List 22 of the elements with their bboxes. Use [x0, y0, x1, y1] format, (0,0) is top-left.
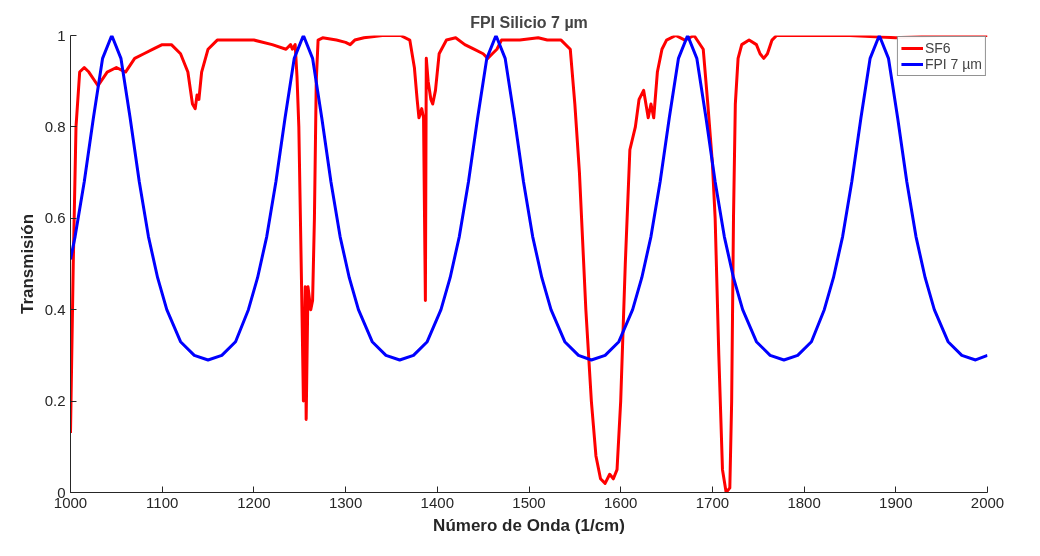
x-tick-label: 1300: [328, 493, 363, 511]
x-tick-label: 1400: [420, 493, 454, 511]
y-axis-title: Transmisión: [17, 213, 37, 315]
y-tick-label: 0.8: [44, 117, 66, 135]
x-tick-label: 2000: [970, 493, 1005, 511]
y-tick-label: 0.2: [44, 392, 66, 410]
x-tick-label: 1200: [237, 493, 271, 511]
chart-title: FPI Silicio 7 µm: [470, 13, 588, 31]
legend-label: FPI 7 µm: [924, 56, 982, 72]
line-series: [70, 35, 988, 362]
x-tick-label: 1600: [604, 493, 638, 511]
x-tick-label: 1100: [146, 493, 179, 511]
y-tick-label: 1: [57, 26, 66, 44]
line-series: [70, 35, 988, 493]
x-axis-title: Número de Onda (1/cm): [433, 515, 625, 535]
x-tick-label: 1800: [787, 493, 821, 511]
y-tick-label: 0.6: [44, 209, 66, 227]
x-tick-label: 1700: [695, 493, 730, 511]
x-tick-label: 1500: [512, 493, 546, 511]
x-tick-label: 1900: [879, 493, 913, 511]
legend-label: SF6: [924, 40, 951, 56]
y-tick-label: 0.4: [44, 300, 66, 318]
